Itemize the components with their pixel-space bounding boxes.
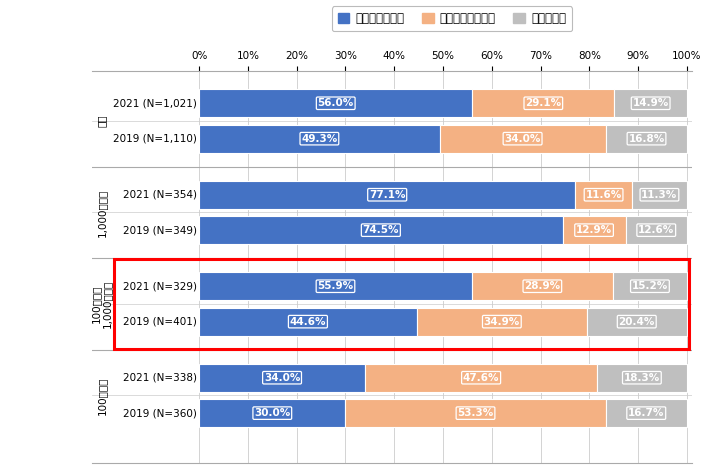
Text: 16.8%: 16.8% [628, 134, 664, 143]
Text: 2021 (N=338): 2021 (N=338) [123, 373, 197, 383]
Bar [199, 364, 365, 392]
Text: 2019 (N=1,110): 2019 (N=1,110) [113, 134, 197, 143]
Bar [114, 259, 690, 349]
Bar [472, 89, 614, 117]
Bar [606, 399, 687, 427]
Bar [365, 364, 597, 392]
Text: 28.9%: 28.9% [525, 281, 561, 291]
Text: 74.5%: 74.5% [363, 225, 399, 235]
Text: 34.0%: 34.0% [264, 373, 300, 383]
Text: 1,000人以上: 1,000人以上 [97, 188, 107, 236]
Bar [606, 125, 688, 153]
Text: 55.9%: 55.9% [318, 281, 354, 291]
Legend: 取り組んでいる, 取り組んでいない, わからない: 取り組んでいる, 取り組んでいない, わからない [332, 6, 572, 31]
Bar [199, 181, 575, 209]
Text: 11.6%: 11.6% [585, 190, 622, 200]
Text: 53.3%: 53.3% [457, 408, 493, 418]
Text: 2021 (N=1,021): 2021 (N=1,021) [113, 98, 197, 108]
Bar [626, 216, 687, 244]
Text: 全体: 全体 [97, 115, 107, 127]
Bar [613, 272, 687, 300]
Bar [587, 308, 686, 336]
Bar [199, 272, 472, 300]
Text: 15.2%: 15.2% [632, 281, 668, 291]
Text: 49.3%: 49.3% [301, 134, 337, 143]
Text: 14.9%: 14.9% [633, 98, 669, 108]
Text: 30.0%: 30.0% [254, 408, 290, 418]
Text: 20.4%: 20.4% [618, 317, 655, 327]
Bar [199, 125, 440, 153]
Text: 47.6%: 47.6% [463, 373, 499, 383]
Text: 34.9%: 34.9% [484, 317, 520, 327]
Bar [199, 89, 472, 117]
Text: 2021 (N=329): 2021 (N=329) [123, 281, 197, 291]
Text: 44.6%: 44.6% [289, 317, 326, 327]
Text: 11.3%: 11.3% [641, 190, 678, 200]
Text: 77.1%: 77.1% [369, 190, 405, 200]
Bar [199, 308, 417, 336]
Text: 2019 (N=349): 2019 (N=349) [123, 225, 197, 235]
Text: 34.0%: 34.0% [504, 134, 541, 143]
Bar [614, 89, 687, 117]
Bar [563, 216, 626, 244]
Bar [575, 181, 632, 209]
Text: 18.3%: 18.3% [623, 373, 660, 383]
Bar [199, 216, 563, 244]
Text: 16.7%: 16.7% [628, 408, 664, 418]
Bar [472, 272, 613, 300]
Text: 2021 (N=354): 2021 (N=354) [123, 190, 197, 200]
Text: 12.6%: 12.6% [638, 225, 674, 235]
Text: 12.9%: 12.9% [576, 225, 612, 235]
Text: 100人未満: 100人未満 [97, 376, 107, 414]
Text: 2019 (N=401): 2019 (N=401) [123, 317, 197, 327]
Bar [597, 364, 686, 392]
Bar [417, 308, 587, 336]
Text: 2019 (N=360): 2019 (N=360) [123, 408, 197, 418]
Text: 100人以上
1,000人未満: 100人以上 1,000人未満 [91, 280, 112, 328]
Text: 29.1%: 29.1% [525, 98, 561, 108]
Bar [632, 181, 687, 209]
Text: 56.0%: 56.0% [318, 98, 354, 108]
Bar [199, 399, 345, 427]
Bar [440, 125, 606, 153]
Bar [345, 399, 606, 427]
